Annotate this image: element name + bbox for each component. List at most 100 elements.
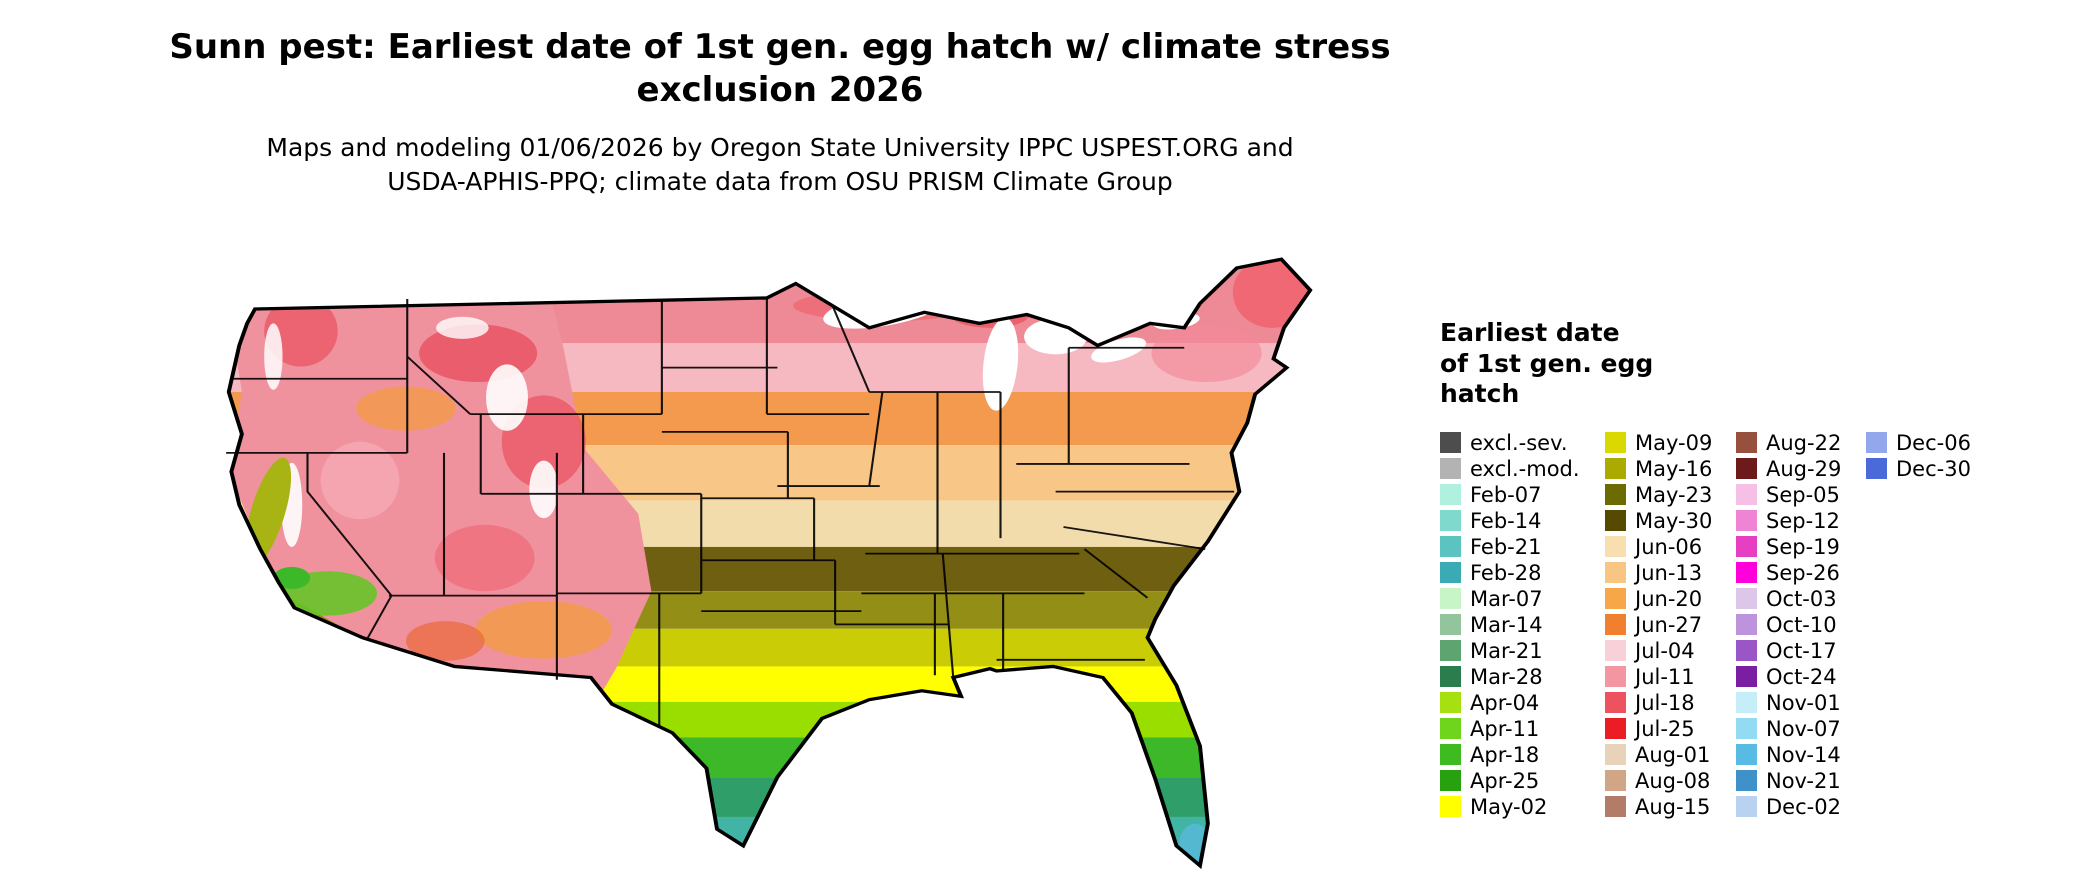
legend-entry-label: excl.-mod. <box>1470 456 1580 481</box>
legend-swatch <box>1605 770 1626 791</box>
legend-swatch <box>1605 744 1626 765</box>
legend-entry-label: Apr-04 <box>1470 690 1540 715</box>
legend-swatch <box>1440 796 1461 817</box>
legend-title-line-1: Earliest date <box>1440 318 1620 347</box>
legend-entry-label: Nov-14 <box>1766 742 1841 767</box>
legend-swatch <box>1736 744 1757 765</box>
legend-swatch <box>1440 458 1461 479</box>
legend-entry: Apr-11 <box>1440 716 1605 742</box>
legend-entry-label: Aug-08 <box>1635 768 1711 793</box>
legend-entry-label: Aug-22 <box>1766 430 1842 455</box>
legend-column-4: Dec-06 Dec-30 <box>1866 430 1991 820</box>
legend-entry-label: Feb-28 <box>1470 560 1542 585</box>
legend-entry-label: Jun-06 <box>1635 534 1703 559</box>
legend-entry: Jun-06 <box>1605 534 1736 560</box>
legend-swatch <box>1736 588 1757 609</box>
legend-entry-label: Mar-28 <box>1470 664 1543 689</box>
legend-swatch <box>1736 432 1757 453</box>
legend-swatch <box>1605 432 1626 453</box>
legend-swatch <box>1605 666 1626 687</box>
legend-swatch <box>1736 614 1757 635</box>
header: Sunn pest: Earliest date of 1st gen. egg… <box>0 26 1560 199</box>
legend-entry: Apr-18 <box>1440 742 1605 768</box>
legend-entry-label: excl.-sev. <box>1470 430 1568 455</box>
legend-entry-label: Mar-14 <box>1470 612 1543 637</box>
legend-swatch <box>1605 536 1626 557</box>
legend-entry: Nov-21 <box>1736 768 1866 794</box>
legend-entry-label: Mar-07 <box>1470 586 1543 611</box>
legend-entry-label: Dec-02 <box>1766 794 1841 819</box>
legend-swatch <box>1440 666 1461 687</box>
legend-entry: Mar-07 <box>1440 586 1605 612</box>
legend-swatch <box>1605 640 1626 661</box>
legend-entry: Mar-21 <box>1440 638 1605 664</box>
legend-entry: Dec-30 <box>1866 456 1991 482</box>
legend-entry: Sep-19 <box>1736 534 1866 560</box>
legend-entry-label: Oct-10 <box>1766 612 1837 637</box>
legend-swatch <box>1736 666 1757 687</box>
state-borders <box>226 297 1235 727</box>
us-map-fill <box>228 259 1311 866</box>
legend-entry: Aug-01 <box>1605 742 1736 768</box>
legend-entry: excl.-sev. <box>1440 430 1605 456</box>
legend-entry: Nov-07 <box>1736 716 1866 742</box>
legend-swatch <box>1440 588 1461 609</box>
legend-swatch <box>1736 510 1757 531</box>
legend-entry-label: Sep-05 <box>1766 482 1840 507</box>
legend-entry-label: Oct-24 <box>1766 664 1837 689</box>
legend-swatch <box>1736 770 1757 791</box>
legend-entry: Jun-20 <box>1605 586 1736 612</box>
legend-entry-label: May-30 <box>1635 508 1713 533</box>
legend-entry-label: Feb-21 <box>1470 534 1542 559</box>
legend-swatch <box>1440 614 1461 635</box>
legend-entry-label: Nov-21 <box>1766 768 1841 793</box>
legend-entry: Feb-28 <box>1440 560 1605 586</box>
us-outline <box>226 257 1313 870</box>
legend-swatch <box>1440 640 1461 661</box>
legend-entry-label: Oct-03 <box>1766 586 1837 611</box>
legend-entry-label: Feb-14 <box>1470 508 1542 533</box>
legend-entry: Apr-04 <box>1440 690 1605 716</box>
legend-swatch <box>1605 796 1626 817</box>
legend-entry-label: Oct-17 <box>1766 638 1837 663</box>
legend-entry: Nov-01 <box>1736 690 1866 716</box>
legend-entry-label: Aug-29 <box>1766 456 1842 481</box>
legend-entry-label: Apr-18 <box>1470 742 1540 767</box>
legend-columns: excl.-sev. excl.-mod. Feb-07 Feb-14 Feb-21 Fe… <box>1440 430 2095 820</box>
legend-title-line-3: hatch <box>1440 379 1520 408</box>
legend-entry-label: Jul-04 <box>1635 638 1695 663</box>
legend-entry-label: Dec-30 <box>1896 456 1971 481</box>
legend-swatch <box>1440 510 1461 531</box>
legend-entry: Oct-10 <box>1736 612 1866 638</box>
legend-swatch <box>1440 562 1461 583</box>
legend-swatch <box>1605 692 1626 713</box>
legend-entry: Oct-24 <box>1736 664 1866 690</box>
legend-entry-label: Jul-25 <box>1635 716 1695 741</box>
subtitle-line-1: Maps and modeling 01/06/2026 by Oregon S… <box>266 133 1294 162</box>
legend-swatch <box>1605 510 1626 531</box>
legend-swatch <box>1440 718 1461 739</box>
legend-entry: Dec-06 <box>1866 430 1991 456</box>
legend-swatch <box>1736 796 1757 817</box>
legend-entry: May-23 <box>1605 482 1736 508</box>
legend-swatch <box>1736 692 1757 713</box>
legend: Earliest date of 1st gen. egg hatch excl… <box>1440 318 2095 820</box>
legend-entry-label: Aug-15 <box>1635 794 1711 819</box>
legend-entry: Aug-08 <box>1605 768 1736 794</box>
map-region <box>150 226 1410 890</box>
legend-swatch <box>1866 432 1887 453</box>
legend-entry: Sep-12 <box>1736 508 1866 534</box>
legend-entry-label: Dec-06 <box>1896 430 1971 455</box>
page-title: Sunn pest: Earliest date of 1st gen. egg… <box>0 26 1560 111</box>
legend-entry: Aug-22 <box>1736 430 1866 456</box>
legend-entry-label: Jul-18 <box>1635 690 1695 715</box>
legend-column-3: Aug-22 Aug-29 Sep-05 Sep-12 Sep-19 Sep-26 Oct-… <box>1736 430 1866 820</box>
legend-swatch <box>1736 484 1757 505</box>
legend-entry: Jul-25 <box>1605 716 1736 742</box>
legend-swatch <box>1440 484 1461 505</box>
legend-entry: May-30 <box>1605 508 1736 534</box>
legend-swatch <box>1605 614 1626 635</box>
legend-entry-label: May-09 <box>1635 430 1713 455</box>
legend-entry: Feb-07 <box>1440 482 1605 508</box>
legend-swatch <box>1866 458 1887 479</box>
